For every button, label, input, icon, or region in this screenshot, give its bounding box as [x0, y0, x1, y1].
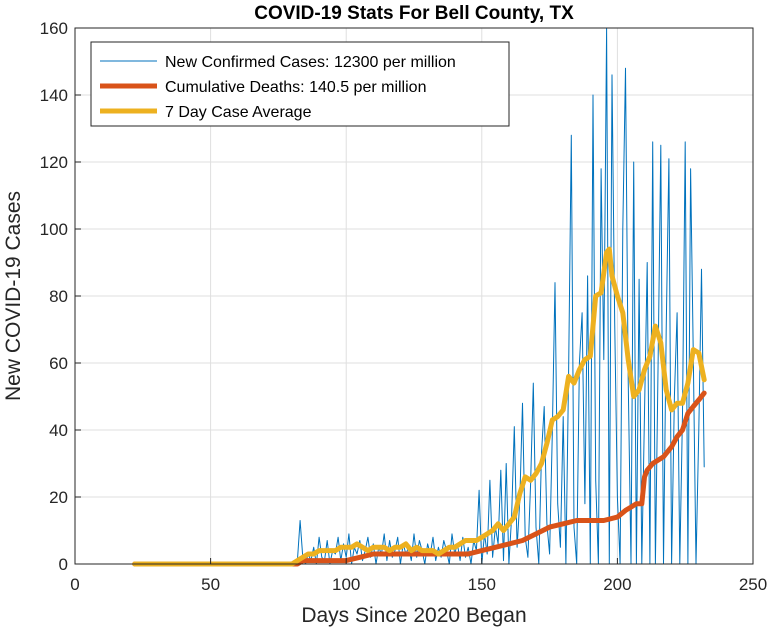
y-tick-label: 0 [59, 555, 68, 574]
x-tick-label: 150 [468, 575, 496, 594]
y-tick-label: 60 [49, 354, 68, 373]
x-tick-label: 100 [332, 575, 360, 594]
chart-title: COVID-19 Stats For Bell County, TX [254, 3, 574, 24]
x-tick-label: 200 [603, 575, 631, 594]
series-line-cumulative-deaths [132, 390, 707, 567]
x-tick-label: 50 [201, 575, 220, 594]
y-tick-label: 120 [40, 153, 68, 172]
tick-labels: 0 50 100 150 200 250 0 20 40 60 80 100 120 140 160 [40, 19, 768, 594]
legend-entry-cumulative-deaths: Cumulative Deaths: 140.5 per million [165, 79, 426, 96]
legend-box [90, 41, 510, 127]
y-tick-label: 80 [49, 287, 68, 306]
x-axis-label: Days Since 2020 Began [301, 604, 526, 627]
x-tick-label: 0 [70, 575, 79, 594]
legend-entry-new-cases: New Confirmed Cases: 12300 per million [165, 54, 456, 71]
legend-entry-7-day-average: 7 Day Case Average [165, 104, 312, 121]
y-tick-label: 20 [49, 488, 68, 507]
series-layer [132, 27, 707, 567]
y-tick-label: 160 [40, 19, 68, 38]
y-tick-label: 40 [49, 421, 68, 440]
y-tick-label: 140 [40, 86, 68, 105]
series-line-7-day-average [132, 246, 707, 567]
y-axis-label: New COVID-19 Cases [2, 191, 25, 401]
legend: New Confirmed Cases: 12300 per million Cu… [90, 41, 510, 127]
y-tick-label: 100 [40, 220, 68, 239]
x-tick-label: 250 [739, 575, 767, 594]
